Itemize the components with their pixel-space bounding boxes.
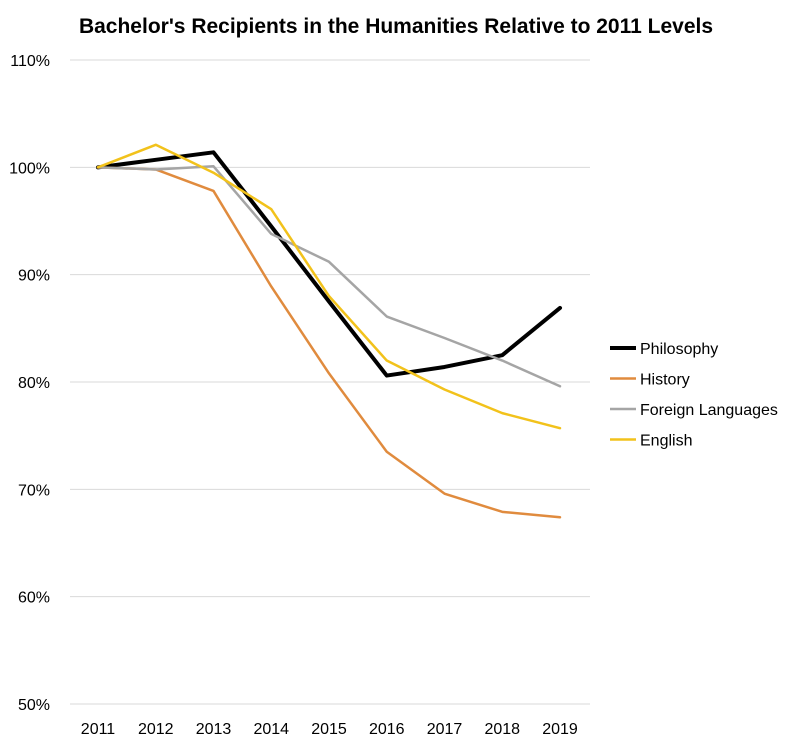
- x-tick-label: 2018: [484, 721, 520, 738]
- legend-label: Foreign Languages: [640, 402, 778, 419]
- y-tick-label: 90%: [18, 268, 50, 285]
- y-tick-label: 100%: [9, 160, 50, 177]
- series-lines: [96, 143, 562, 519]
- x-tick-label: 2015: [311, 721, 347, 738]
- x-tick-label: 2017: [427, 721, 463, 738]
- legend-label: History: [640, 372, 690, 389]
- y-tick-label: 110%: [10, 53, 50, 70]
- series-line-english: [96, 143, 562, 430]
- x-tick-label: 2013: [196, 721, 232, 738]
- legend-label: English: [640, 433, 692, 450]
- legend: Philosophy History Foreign Languages Englis…: [610, 341, 778, 450]
- series-line-philosophy: [96, 150, 562, 378]
- legend-label: Philosophy: [640, 341, 718, 358]
- x-tick-label: 2019: [542, 721, 578, 738]
- x-axis-ticks: 2011 2012 2013 2014 2015 2016 2017 2018 2019: [81, 721, 578, 738]
- y-tick-label: 60%: [18, 590, 50, 607]
- series-line-history: [96, 166, 562, 519]
- y-axis-ticks: 50% 60% 70% 80% 90% 100% 110%: [9, 53, 50, 714]
- y-tick-label: 50%: [18, 697, 50, 714]
- chart-title: Bachelor's Recipients in the Humanities …: [79, 15, 713, 38]
- x-tick-label: 2016: [369, 721, 405, 738]
- x-tick-label: 2012: [138, 721, 174, 738]
- y-tick-label: 70%: [18, 482, 50, 499]
- y-tick-label: 80%: [18, 375, 50, 392]
- gridlines: [70, 59, 590, 705]
- x-tick-label: 2011: [81, 721, 116, 738]
- series-line-foreign-languages: [96, 165, 562, 388]
- x-tick-label: 2014: [253, 721, 289, 738]
